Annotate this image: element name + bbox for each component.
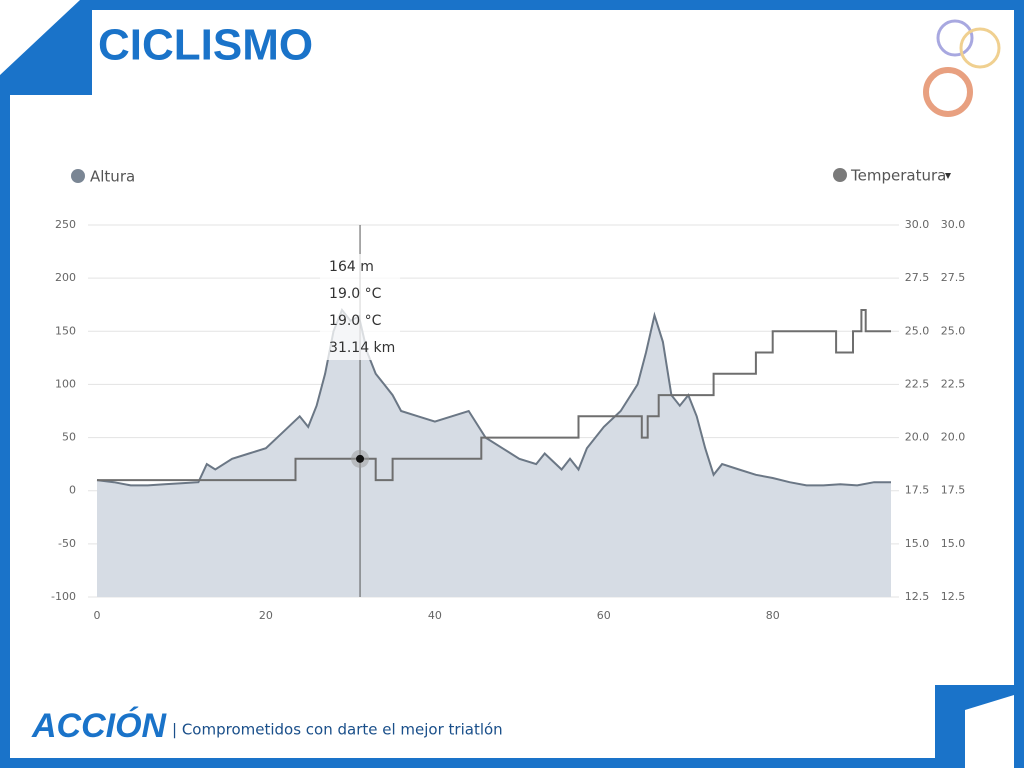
tooltip-text: 19.0 °C: [329, 313, 382, 329]
legend-marker: [833, 168, 847, 182]
frame-bottom: [0, 758, 1024, 768]
y2-tick-label: 22.5: [905, 377, 930, 390]
legend-label: Temperatura: [850, 167, 946, 185]
ring: [959, 27, 1001, 69]
y2-tick-label: 27.5: [941, 271, 966, 284]
logo-bg: [965, 695, 1014, 768]
y2-tick-label: 17.5: [941, 484, 966, 497]
y2-tick-label: 25.0: [941, 324, 966, 337]
tooltip-text: 31.14 km: [329, 340, 395, 356]
cursor-dot: [356, 454, 365, 463]
legend-marker: [71, 169, 85, 183]
y2-tick-label: 25.0: [905, 324, 930, 337]
line: [96, 308, 891, 487]
dropdown-arrow: [945, 173, 951, 179]
frame-right: [1014, 0, 1024, 768]
ring: [936, 19, 974, 57]
y2-tick-label: 15.0: [905, 537, 930, 550]
x-tick-label: 40: [428, 609, 442, 622]
corner: [0, 0, 92, 768]
y-tick-label: 200: [55, 271, 76, 284]
y-tick-label: -100: [51, 590, 76, 603]
x-tick-label: 20: [259, 609, 273, 622]
y2-tick-label: 17.5: [905, 484, 930, 497]
tooltip-text: 19.0 °C: [329, 286, 382, 302]
y2-tick-label: 22.5: [941, 377, 966, 390]
y2-tick-label: 15.0: [941, 537, 966, 550]
y2-tick-label: 27.5: [905, 271, 930, 284]
brand: ACCIÓN: [31, 707, 168, 745]
y2-tick-label: 30.0: [941, 218, 966, 231]
y-tick-label: 50: [62, 431, 76, 444]
y2-tick-label: 12.5: [941, 590, 966, 603]
y-tick-label: 250: [55, 218, 76, 231]
y2-tick-label: 30.0: [905, 218, 930, 231]
y2-tick-label: 20.0: [941, 431, 966, 444]
y-tick-label: 0: [69, 484, 76, 497]
x-tick-label: 0: [94, 609, 101, 622]
y-tick-label: 100: [55, 377, 76, 390]
x-tick-label: 80: [766, 609, 780, 622]
ring: [923, 67, 973, 117]
y-tick-label: -50: [58, 537, 76, 550]
y2-tick-label: 20.0: [905, 431, 930, 444]
y-tick-label: 150: [55, 324, 76, 337]
tooltip-text: 164 m: [329, 259, 374, 275]
legend-label: Altura: [90, 168, 135, 186]
y2-tick-label: 12.5: [905, 590, 930, 603]
area: [97, 310, 891, 597]
tagline: | Comprometidos con darte el mejor triat…: [172, 721, 503, 739]
line: [97, 309, 891, 482]
tooltip-bg: [320, 254, 401, 360]
title: CICLISMO: [98, 21, 313, 70]
x-tick-label: 60: [597, 609, 611, 622]
